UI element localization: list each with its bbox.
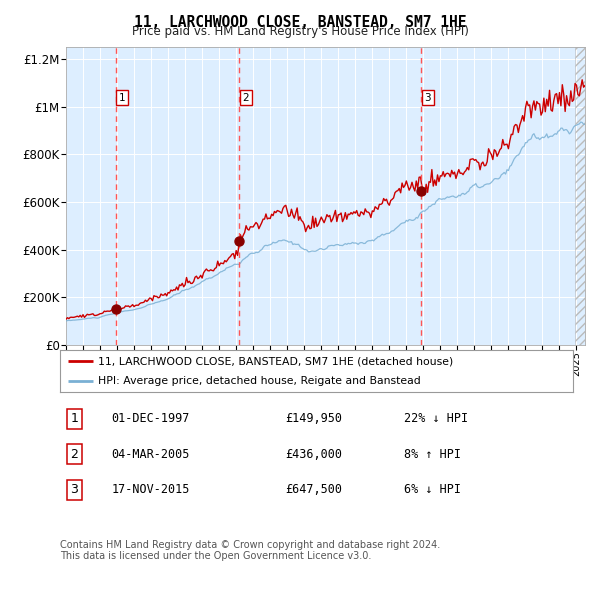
Text: 8% ↑ HPI: 8% ↑ HPI xyxy=(404,448,461,461)
Text: 2: 2 xyxy=(242,93,249,103)
Text: HPI: Average price, detached house, Reigate and Banstead: HPI: Average price, detached house, Reig… xyxy=(98,376,421,386)
Text: 01-DEC-1997: 01-DEC-1997 xyxy=(112,412,190,425)
Text: 6% ↓ HPI: 6% ↓ HPI xyxy=(404,483,461,496)
Text: 22% ↓ HPI: 22% ↓ HPI xyxy=(404,412,468,425)
Text: £436,000: £436,000 xyxy=(286,448,343,461)
Text: 3: 3 xyxy=(425,93,431,103)
Text: 11, LARCHWOOD CLOSE, BANSTEAD, SM7 1HE: 11, LARCHWOOD CLOSE, BANSTEAD, SM7 1HE xyxy=(134,15,466,30)
Text: Price paid vs. HM Land Registry's House Price Index (HPI): Price paid vs. HM Land Registry's House … xyxy=(131,25,469,38)
Text: 17-NOV-2015: 17-NOV-2015 xyxy=(112,483,190,496)
Text: £149,950: £149,950 xyxy=(286,412,343,425)
Text: 2: 2 xyxy=(70,448,79,461)
Text: Contains HM Land Registry data © Crown copyright and database right 2024.
This d: Contains HM Land Registry data © Crown c… xyxy=(60,540,440,562)
Text: £647,500: £647,500 xyxy=(286,483,343,496)
Text: 1: 1 xyxy=(119,93,125,103)
Text: 3: 3 xyxy=(70,483,79,496)
Text: 1: 1 xyxy=(70,412,79,425)
Text: 04-MAR-2005: 04-MAR-2005 xyxy=(112,448,190,461)
Text: 11, LARCHWOOD CLOSE, BANSTEAD, SM7 1HE (detached house): 11, LARCHWOOD CLOSE, BANSTEAD, SM7 1HE (… xyxy=(98,356,454,366)
